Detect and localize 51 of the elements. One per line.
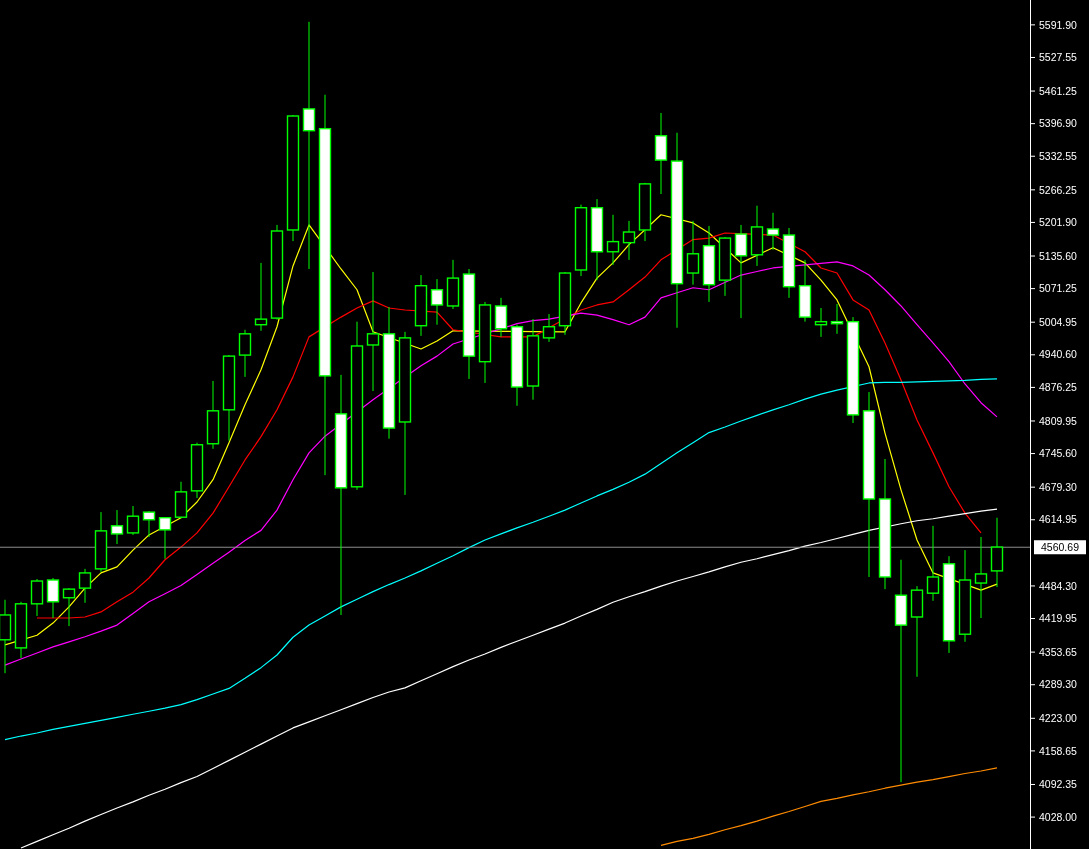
y-tick-label: 4679.30 — [1039, 480, 1078, 493]
candlestick — [30, 578, 44, 617]
y-tick-label: 5527.55 — [1039, 51, 1078, 64]
candlestick — [734, 224, 748, 319]
candlestick — [158, 516, 172, 560]
y-tick-label: 5135.60 — [1039, 249, 1078, 262]
candlestick — [542, 313, 556, 343]
y-tick-label: 5266.25 — [1039, 183, 1078, 196]
candlestick — [302, 21, 316, 270]
candlestick — [142, 510, 156, 538]
candlestick — [254, 262, 268, 332]
candlestick — [110, 509, 124, 545]
y-tick-label: 4809.95 — [1039, 414, 1078, 427]
candlestick — [62, 587, 76, 627]
candlestick — [126, 505, 140, 536]
candlestick — [78, 568, 92, 604]
y-tick-label: 4419.95 — [1039, 612, 1078, 625]
candlestick — [814, 307, 828, 338]
candlestick — [430, 278, 444, 326]
candlestick — [622, 220, 636, 261]
y-tick-label: 5396.90 — [1039, 117, 1078, 130]
y-tick-label: 4353.65 — [1039, 645, 1078, 658]
y-tick-label: 4484.30 — [1039, 579, 1078, 592]
y-tick-label: 4028.00 — [1039, 810, 1078, 823]
y-tick-label: 5461.25 — [1039, 84, 1078, 97]
candlestick — [46, 577, 60, 619]
candlestick — [990, 517, 1004, 588]
y-tick-label: 5004.95 — [1039, 315, 1078, 328]
candlestick — [974, 536, 988, 619]
y-tick-label: 5071.25 — [1039, 282, 1078, 295]
y-tick-label: 4223.00 — [1039, 711, 1078, 724]
y-tick-label: 4092.35 — [1039, 778, 1078, 791]
candlestick — [766, 212, 780, 251]
candlestick — [606, 214, 620, 266]
line-series — [660, 767, 998, 847]
y-tick-label: 4614.95 — [1039, 513, 1078, 526]
y-tick-label: 5591.90 — [1039, 18, 1078, 31]
candlestick — [366, 271, 380, 392]
candlestick — [686, 220, 700, 286]
y-tick-label: 4745.60 — [1039, 447, 1078, 460]
y-tick-label: 4289.30 — [1039, 678, 1078, 691]
candlestick — [238, 329, 252, 378]
ref-line-label: 4560.69 — [1041, 540, 1080, 553]
y-tick-label: 5201.90 — [1039, 216, 1078, 229]
y-tick-label: 5332.55 — [1039, 149, 1078, 162]
line-series — [4, 378, 998, 741]
candlestick — [926, 525, 940, 602]
y-tick-label: 4158.65 — [1039, 744, 1078, 757]
y-tick-label: 4940.60 — [1039, 348, 1078, 361]
candlestick — [494, 297, 508, 338]
y-tick-label: 4876.25 — [1039, 381, 1078, 394]
